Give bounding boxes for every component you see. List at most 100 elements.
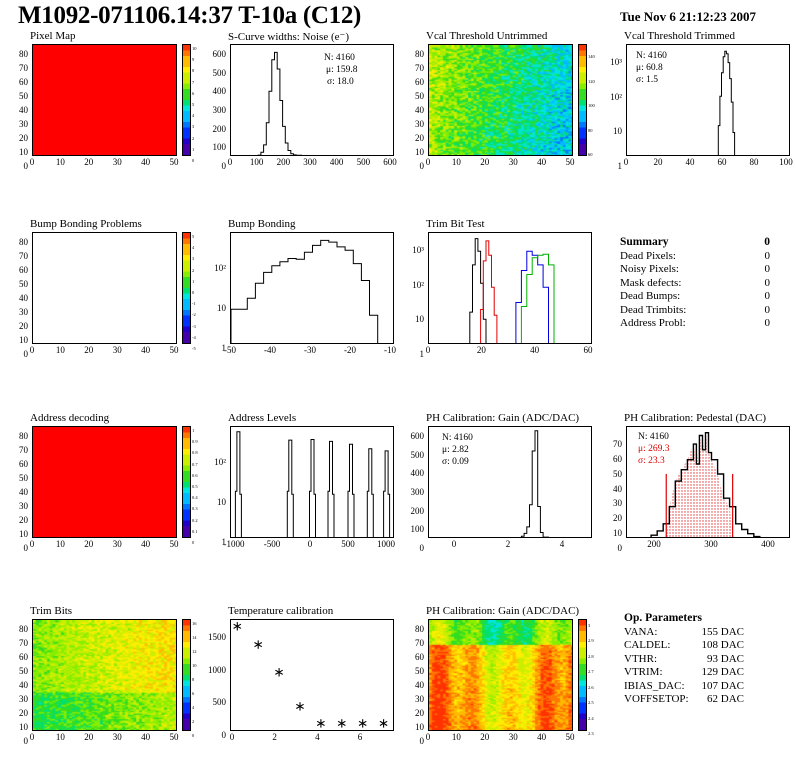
stat-sigma: σ: 1.5 [636,74,658,86]
axis-tick-label: 10² [214,457,226,467]
axis-tick-label: 70 [613,439,622,449]
axis-tick-label: 80 [415,49,424,59]
stat-n: N: 4160 [636,50,667,62]
panel-vcal-untrimmed[interactable]: Vcal Threshold Untrimmed 60 80 100 120 140 0… [402,30,598,185]
panel-pixel-map[interactable]: Pixel Map 0 1 2 3 4 5 6 7 8 9 10 0 10 20 30 40 50 60 70 80… [6,30,202,185]
op-parameter-row: VTHR: 93 DAC [624,653,790,667]
summary-row: Address Probl: 0 [620,317,790,331]
panel-ph-gain-hist[interactable]: PH Calibration: Gain (ADC/DAC) N: 4160 μ… [402,412,598,567]
colorbar-tick-label: 10 [192,663,197,668]
axis-tick-label: 10 [56,345,65,355]
colorbar-tick-label: 2 [192,136,194,141]
panel-bump-bonding-problems[interactable]: Bump Bonding Problems -5 -4 -3 -2 -1 0 1 2 3 4 5 0… [6,218,202,373]
axis-tick-label: 0 [30,345,35,355]
y-axis-ticks: 0 10 20 30 40 50 60 70 80 [402,40,426,160]
colorbar [182,44,191,156]
temperature-point [296,702,303,710]
axis-tick-label: 10² [610,92,622,102]
panel-ph-gain-map[interactable]: PH Calibration: Gain (ADC/DAC) 2.3 2.4 2.5… [402,605,598,760]
panel-scurve-widths[interactable]: S-Curve widths: Noise (e⁻) N: 4160 μ: 15… [204,30,400,185]
axis-tick-label: 4 [560,539,565,549]
summary-row: Dead Bumps: 0 [620,290,790,304]
colorbar-tick-label: 5 [192,234,194,239]
summary-value: 0 [700,290,770,302]
axis-tick-label: 200 [277,157,291,167]
axis-tick-label: 600 [213,49,227,59]
axis-tick-label: 60 [19,77,28,87]
y-axis-ticks: 0 10 20 30 40 50 60 70 80 [6,615,30,735]
panel-trim-bits[interactable]: Trim Bits 0 2 4 6 8 10 12 14 16 0 10 20 30 40 50 60 70 8… [6,605,202,760]
axis-tick-label: 30 [415,694,424,704]
axis-tick-label: 20 [19,708,28,718]
panel-trim-bit-test[interactable]: Trim Bit Test 1 10 10² 10³ 0 20 40 60 [402,218,598,373]
summary-label: Address Probl: [620,317,686,329]
colorbar-tick-label: 2.7 [588,669,594,674]
colorbar-tick-label: 10 [192,46,197,51]
axis-tick-label: 1500 [208,632,226,642]
axis-tick-label: 40 [19,680,28,690]
stat-sigma: σ: 0.09 [442,456,469,468]
axis-tick-label: 0 [624,157,629,167]
axis-tick-label: 70 [415,63,424,73]
summary-value: 0 [700,317,770,329]
summary-label: Mask defects: [620,277,681,289]
panel-vcal-trimmed[interactable]: Vcal Threshold Trimmed N: 4160 μ: 60.8 σ… [600,30,796,185]
op-parameter-label: CALDEL: [624,639,670,651]
axis-tick-label: 20 [480,157,489,167]
panel-ph-pedestal[interactable]: PH Calibration: Pedestal (DAC) N: 4160 μ… [600,412,796,567]
axis-tick-label: 20 [84,157,93,167]
colorbar-tick-label: 4 [192,113,194,118]
trim-bit-series [475,241,502,344]
axis-tick-label: 40 [141,157,150,167]
axis-tick-label: 40 [537,732,546,742]
axis-tick-label: 400 [213,86,227,96]
colorbar-tick-label: -3 [192,324,196,329]
axis-tick-label: 10 [56,732,65,742]
axis-tick-label: 10 [452,157,461,167]
colorbar-tick-label: 2 [192,268,194,273]
axis-tick-label: 20 [84,732,93,742]
colorbar-tick-label: 2.5 [588,700,594,705]
axis-tick-label: 2 [506,539,511,549]
colorbar-tick-label: 100 [588,103,595,108]
colorbar-tick-label: 7 [192,80,194,85]
summary-label: Noisy Pixels: [620,263,679,275]
axis-tick-label: 10 [19,722,28,732]
panel-address-levels[interactable]: Address Levels 1 10 10² -1000 -500 0 500 1000 [204,412,400,567]
plot-area [428,232,592,344]
panel-bump-bonding[interactable]: Bump Bonding 1 10 10² -50 -40 -30 -20 -10 [204,218,400,373]
panel-address-decoding[interactable]: Address decoding 0 0.1 0.2 0.3 0.4 0.5 0.6 0.7 0… [6,412,202,567]
axis-tick-label: 10² [412,280,424,290]
axis-tick-label: 0 [230,732,235,742]
axis-tick-label: 0 [228,157,233,167]
axis-tick-label: 10 [19,335,28,345]
axis-tick-label: 10 [217,303,226,313]
op-parameters-panel: Op. Parameters VANA: 155 DAC CALDEL: 108 DA… [624,612,790,707]
axis-tick-label: 50 [415,91,424,101]
axis-tick-label: 30 [113,157,122,167]
stat-n: N: 4160 [324,52,355,64]
colorbar-tick-label: 12 [192,649,197,654]
stat-mu: μ: 2.82 [442,444,469,456]
temperature-point [359,719,366,727]
axis-tick-label: -40 [264,345,276,355]
y-axis-ticks: 1 10 10² 10³ [402,228,426,348]
plot-area [230,619,394,731]
axis-tick-label: 20 [613,513,622,523]
axis-tick-label: 600 [383,157,397,167]
colorbar [182,232,191,344]
axis-tick-label: 60 [415,77,424,87]
x-axis-ticks: -1000 -500 0 500 1000 [204,539,400,553]
axis-tick-label: -30 [304,345,316,355]
axis-tick-label: 50 [19,91,28,101]
axis-tick-label: 30 [19,307,28,317]
panel-temperature-calibration[interactable]: Temperature calibration 0 500 1000 1500 0 2 4… [204,605,400,760]
op-parameter-value: 93 DAC [674,653,744,665]
colorbar-tick-label: 120 [588,79,595,84]
axis-tick-label: 60 [613,454,622,464]
y-axis-ticks: 0 10 20 30 40 50 60 70 80 [402,615,426,735]
summary-panel: Summary 0 Dead Pixels: 0 Noisy Pixels: 0 Mas… [620,236,790,331]
summary-row: Dead Pixels: 0 [620,250,790,264]
axis-tick-label: 20 [480,732,489,742]
colorbar-tick-label: -1 [192,301,196,306]
